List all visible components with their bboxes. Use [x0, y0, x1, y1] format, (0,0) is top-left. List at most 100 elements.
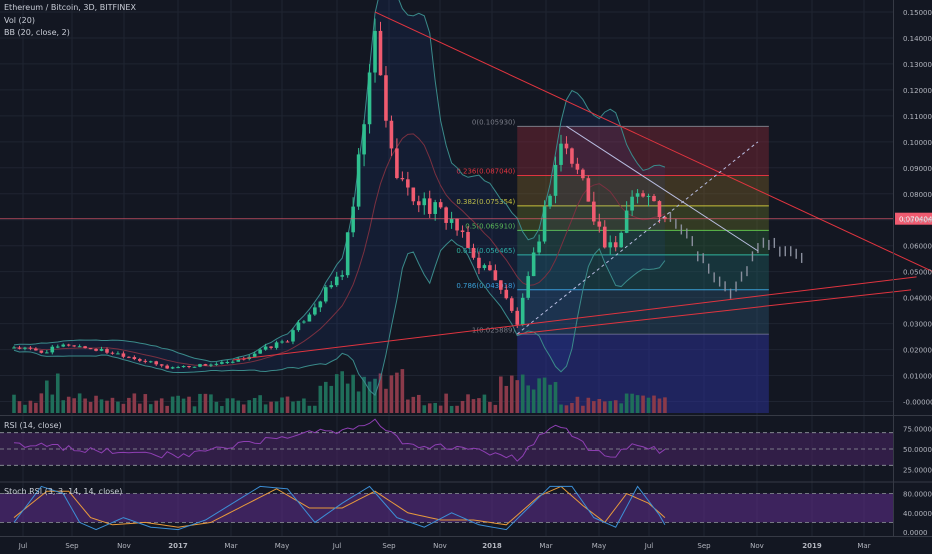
volume-legend[interactable]: Vol (20): [4, 16, 35, 25]
volume-bar: [12, 394, 16, 413]
candle-body: [181, 366, 186, 368]
fib-zone: [517, 205, 769, 231]
candle-body: [323, 287, 328, 302]
bollinger-legend[interactable]: BB (20, close, 2): [4, 28, 70, 37]
stoch-d-line: [13, 485, 666, 528]
time-tick-label: 2017: [168, 542, 188, 550]
candle-body: [553, 164, 558, 196]
volume-bar: [406, 399, 410, 413]
volume-bar: [329, 385, 334, 413]
volume-bar: [499, 376, 503, 413]
trendline[interactable]: [232, 276, 917, 361]
volume-bar: [657, 398, 662, 413]
candle-body: [542, 206, 547, 242]
candle-body: [165, 365, 169, 369]
candle-body: [548, 195, 552, 207]
candle-body: [520, 297, 525, 325]
candle-body: [83, 346, 87, 349]
volume-bar: [165, 405, 169, 413]
volume-bar: [630, 393, 634, 413]
candle-body: [493, 270, 498, 281]
projection-bars: [669, 211, 803, 299]
volume-bar: [488, 401, 492, 413]
time-tick-label: May: [592, 542, 606, 550]
volume-bar: [231, 398, 235, 413]
volume-bar: [389, 375, 394, 413]
volume-bar: [438, 405, 443, 413]
fib-zone: [517, 289, 769, 335]
rsi-legend[interactable]: RSI (14, close): [4, 421, 62, 430]
candle-body: [110, 352, 115, 354]
volume-bar: [83, 398, 87, 413]
volume-bar: [395, 372, 399, 413]
volume-bar: [285, 396, 290, 413]
volume-bar: [526, 385, 530, 413]
candle-body: [433, 202, 437, 214]
candle-body: [50, 346, 55, 353]
time-tick-label: Sep: [65, 542, 79, 550]
fib-level-label: 0.786(0.043018): [456, 282, 515, 290]
volume-bar: [318, 385, 323, 413]
volume-bar: [209, 394, 213, 413]
candle-body: [460, 230, 465, 233]
volume-bar: [449, 405, 454, 413]
volume-bar: [515, 380, 520, 413]
candle-body: [608, 242, 613, 248]
volume-bar: [176, 395, 180, 413]
price-candles: [12, 18, 667, 370]
volume-bar: [444, 393, 448, 413]
volume-bar: [148, 404, 153, 413]
volume-bar: [471, 399, 476, 413]
volume-bar: [635, 395, 640, 413]
trendline[interactable]: [517, 289, 912, 335]
rsi-tick-label: 25.0000: [903, 466, 932, 474]
candle-body: [285, 341, 290, 343]
stoch-band: [0, 493, 893, 523]
candle-body: [400, 178, 405, 180]
time-tick-label: May: [275, 542, 289, 550]
candle-body: [570, 148, 574, 164]
trendline[interactable]: [566, 125, 759, 252]
volume-bar: [504, 385, 509, 413]
candle-body: [422, 198, 427, 206]
candle-body: [602, 226, 607, 248]
candle-body: [252, 353, 257, 357]
stoch-tick-label: 0.0000: [903, 529, 928, 537]
trendlines[interactable]: [232, 11, 932, 361]
candle-body: [509, 298, 514, 311]
volume-bar: [663, 397, 667, 413]
candle-body: [302, 321, 306, 323]
volume-bar: [542, 377, 547, 413]
volume-bar: [356, 391, 361, 413]
last-price-tag[interactable]: [895, 212, 932, 225]
candle-body: [646, 195, 651, 197]
volume-bar: [509, 375, 514, 413]
candle-body: [170, 367, 175, 369]
trendline[interactable]: [374, 11, 932, 272]
fibonacci-retracement[interactable]: 0(0.105930) 0.236(0.087040) 0.382(0.075354…: [456, 118, 769, 335]
volume-bar: [307, 405, 312, 413]
volume-bar: [559, 404, 563, 413]
volume-bar: [66, 396, 71, 413]
candle-body: [356, 154, 361, 207]
candle-body: [77, 346, 82, 348]
rsi-line: [13, 418, 666, 462]
candle-body: [351, 206, 355, 233]
time-tick-label: Nov: [433, 542, 447, 550]
candle-body: [105, 349, 109, 353]
time-tick-label: 2018: [482, 542, 502, 550]
volume-bar: [143, 394, 148, 413]
candle-body: [55, 346, 60, 348]
candle-body: [269, 346, 273, 348]
stoch-legend[interactable]: Stoch RSI (3, 3, 14, 14, close): [4, 487, 123, 496]
candle-body: [592, 201, 596, 222]
candle-body: [526, 276, 530, 298]
symbol-title[interactable]: Ethereum / Bitcoin, 3D, BITFINEX: [4, 3, 136, 12]
volume-bar: [110, 397, 115, 413]
time-axis[interactable]: Jul Sep Nov 2017 Mar May Jul Sep Nov 2018 Mar May Ju…: [18, 542, 871, 550]
